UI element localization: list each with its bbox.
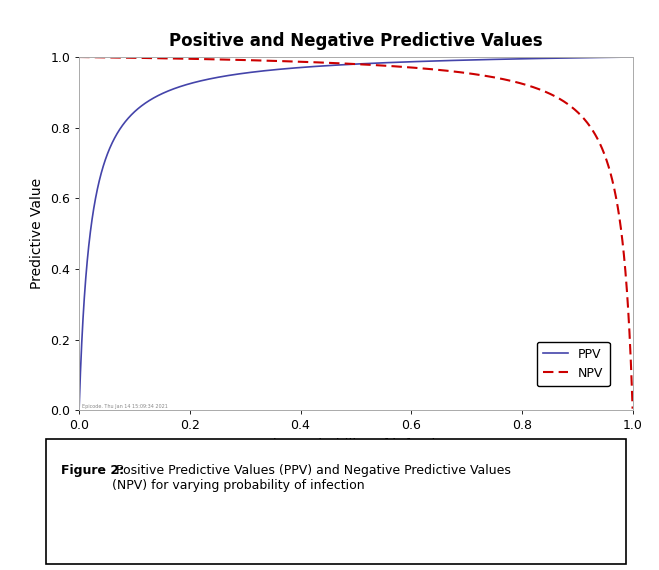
Text: Epicode. Thu Jan 14 15:09:34 2021: Epicode. Thu Jan 14 15:09:34 2021 (82, 404, 168, 409)
PPV (75, 405, 83, 412)
PPV (312, 63, 320, 70)
Text: Figure 2:: Figure 2: (61, 464, 124, 477)
NPV (171, 55, 179, 62)
PPV (629, 54, 637, 60)
PPV (617, 54, 625, 60)
NPV (558, 97, 566, 104)
Y-axis label: Predictive Value: Predictive Value (30, 178, 45, 289)
NPV (312, 59, 320, 66)
NPV (629, 405, 637, 412)
PPV (287, 65, 295, 72)
Line: PPV: PPV (79, 57, 633, 409)
Text: Positive Predictive Values (PPV) and Negative Predictive Values
(NPV) for varyin: Positive Predictive Values (PPV) and Neg… (111, 464, 511, 492)
PPV (138, 102, 146, 109)
FancyBboxPatch shape (46, 439, 626, 564)
Title: Positive and Negative Predictive Values: Positive and Negative Predictive Values (169, 32, 542, 50)
Legend: PPV, NPV: PPV, NPV (537, 342, 610, 386)
NPV (287, 58, 295, 65)
Line: NPV: NPV (79, 57, 633, 409)
NPV (75, 54, 83, 60)
X-axis label: Prior probability of infection: Prior probability of infection (259, 438, 453, 452)
PPV (171, 85, 179, 92)
NPV (138, 55, 146, 62)
NPV (617, 231, 625, 238)
PPV (558, 55, 566, 62)
